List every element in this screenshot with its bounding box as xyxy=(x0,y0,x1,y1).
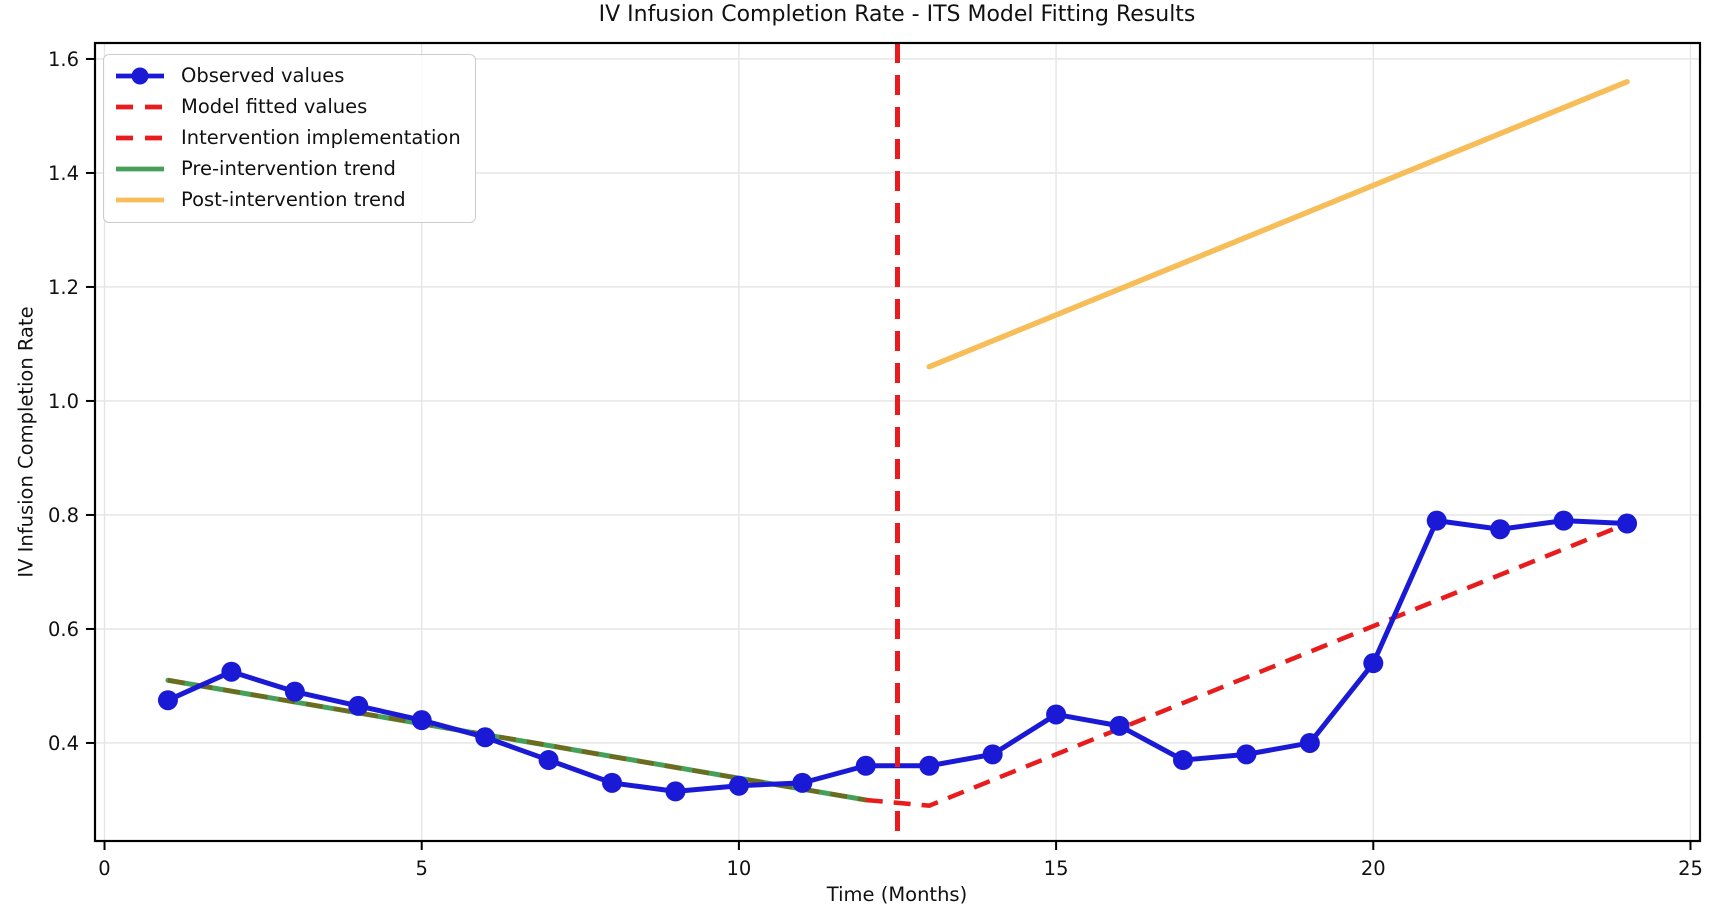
x-tick-label: 20 xyxy=(1361,857,1386,880)
y-tick-label: 1.2 xyxy=(48,276,79,299)
y-tick-label: 0.6 xyxy=(48,618,79,641)
observed-point xyxy=(157,690,178,711)
y-tick-label: 1.0 xyxy=(48,390,79,413)
observed-point xyxy=(1426,510,1447,531)
observed-point xyxy=(919,755,940,776)
observed-point xyxy=(1617,513,1638,534)
series-fitted-pre xyxy=(167,678,867,803)
observed-point xyxy=(1363,653,1384,674)
y-tick-label: 0.4 xyxy=(48,732,79,755)
legend-sample-dashed-icon xyxy=(116,104,164,110)
series-fitted-post xyxy=(865,521,1628,808)
observed-point xyxy=(475,727,496,748)
legend-sample-solid-icon xyxy=(116,197,164,203)
legend: Observed values Model fitted values Interv… xyxy=(103,54,476,223)
observed-point xyxy=(221,661,242,682)
y-tick-label: 0.8 xyxy=(48,504,79,527)
y-axis-label: IV Infusion Completion Rate xyxy=(14,306,38,578)
x-tick-label: 15 xyxy=(1044,857,1069,880)
observed-point xyxy=(1553,510,1574,531)
observed-point xyxy=(1046,704,1067,725)
legend-label: Model fitted values xyxy=(181,95,368,118)
observed-point xyxy=(1172,750,1193,771)
legend-label: Intervention implementation xyxy=(181,126,461,149)
y-tick-label: 1.6 xyxy=(48,48,79,71)
x-tick-label: 0 xyxy=(98,857,110,880)
legend-label: Pre-intervention trend xyxy=(181,157,396,180)
observed-point xyxy=(1109,715,1130,736)
x-tick-label: 25 xyxy=(1678,857,1703,880)
observed-point xyxy=(982,744,1003,765)
observed-point xyxy=(1236,744,1257,765)
observed-point xyxy=(728,775,749,796)
legend-item: Post-intervention trend xyxy=(114,188,461,212)
observed-point xyxy=(855,755,876,776)
observed-point xyxy=(348,695,369,716)
legend-item: Pre-intervention trend xyxy=(114,157,461,181)
x-tick-label: 10 xyxy=(726,857,751,880)
y-tick-label: 1.4 xyxy=(48,162,79,185)
observed-point xyxy=(792,772,813,793)
legend-sample-solid-icon xyxy=(116,166,164,172)
legend-item: Observed values xyxy=(114,64,461,88)
x-axis-label: Time (Months) xyxy=(826,883,968,906)
chart-title: IV Infusion Completion Rate - ITS Model … xyxy=(598,2,1196,27)
x-tick-label: 5 xyxy=(415,857,427,880)
observed-point xyxy=(602,772,623,793)
legend-item: Intervention implementation xyxy=(114,126,461,150)
axes-spines xyxy=(93,41,1702,843)
observed-point xyxy=(538,750,559,771)
legend-sample-marker-line-icon xyxy=(116,67,164,85)
series-post-intervention-trend xyxy=(926,79,1630,370)
legend-label: Observed values xyxy=(181,64,345,87)
observed-point xyxy=(411,710,432,731)
legend-item: Model fitted values xyxy=(114,95,461,119)
observed-point xyxy=(1299,732,1320,753)
legend-sample-dashed-icon xyxy=(116,135,164,141)
observed-point xyxy=(284,681,305,702)
observed-point xyxy=(1490,519,1511,540)
legend-label: Post-intervention trend xyxy=(181,188,406,211)
observed-point xyxy=(665,781,686,802)
